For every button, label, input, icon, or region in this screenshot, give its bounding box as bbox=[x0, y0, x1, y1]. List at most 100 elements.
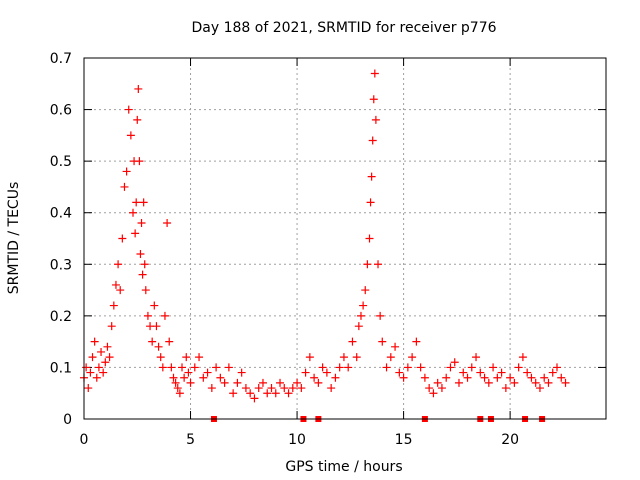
data-point bbox=[267, 384, 276, 393]
data-point bbox=[134, 84, 143, 93]
data-point bbox=[467, 363, 476, 372]
data-point bbox=[322, 368, 331, 377]
grid-layer bbox=[84, 58, 606, 419]
x-tick-label: 10 bbox=[288, 432, 306, 448]
data-point bbox=[433, 378, 442, 387]
data-point bbox=[497, 368, 506, 377]
y-tick-label: 0.2 bbox=[50, 309, 72, 325]
data-point bbox=[160, 311, 169, 320]
data-point bbox=[111, 280, 120, 289]
data-point bbox=[99, 368, 108, 377]
data-point bbox=[395, 368, 404, 377]
data-point bbox=[454, 378, 463, 387]
plot-frame bbox=[83, 57, 607, 420]
data-point bbox=[544, 378, 553, 387]
data-point bbox=[367, 172, 376, 181]
x-tick-label: 20 bbox=[501, 432, 519, 448]
data-point bbox=[184, 368, 193, 377]
data-point bbox=[374, 260, 383, 269]
data-point bbox=[237, 368, 246, 377]
data-point bbox=[195, 353, 204, 362]
data-point bbox=[124, 105, 133, 114]
data-point bbox=[109, 301, 118, 310]
data-point bbox=[171, 378, 180, 387]
data-point bbox=[284, 389, 293, 398]
data-point bbox=[535, 384, 544, 393]
data-point bbox=[173, 384, 182, 393]
data-point bbox=[139, 198, 148, 207]
data-point bbox=[297, 384, 306, 393]
data-point bbox=[92, 373, 101, 382]
x-tick-labels: 0 5 10 15 20 bbox=[80, 432, 519, 448]
data-point bbox=[363, 260, 372, 269]
data-point bbox=[369, 95, 378, 104]
data-point bbox=[527, 373, 536, 382]
data-point bbox=[137, 219, 146, 228]
data-point bbox=[561, 378, 570, 387]
data-point bbox=[126, 131, 135, 140]
data-point bbox=[480, 373, 489, 382]
data-point bbox=[371, 115, 380, 124]
data-point bbox=[207, 384, 216, 393]
x-axis-label: GPS time / hours bbox=[285, 459, 402, 475]
data-point bbox=[94, 363, 103, 372]
data-point bbox=[489, 363, 498, 372]
data-point bbox=[241, 384, 250, 393]
data-point bbox=[459, 368, 468, 377]
data-point bbox=[129, 208, 138, 217]
data-point bbox=[258, 378, 267, 387]
x-tick-label: 15 bbox=[395, 432, 413, 448]
data-point bbox=[148, 337, 157, 346]
data-point bbox=[105, 353, 114, 362]
y-tick-labels: 0 0.1 0.2 0.3 0.4 0.5 0.6 0.7 bbox=[50, 51, 72, 428]
data-point bbox=[82, 363, 91, 372]
data-point bbox=[365, 234, 374, 243]
data-point bbox=[140, 260, 149, 269]
data-point bbox=[150, 301, 159, 310]
data-point bbox=[506, 373, 515, 382]
chart-title: Day 188 of 2021, SRMTID for receiver p77… bbox=[191, 20, 496, 36]
data-point bbox=[156, 353, 165, 362]
data-point bbox=[97, 347, 106, 356]
data-point bbox=[540, 373, 549, 382]
data-point bbox=[220, 378, 229, 387]
data-point bbox=[356, 311, 365, 320]
data-point bbox=[514, 363, 523, 372]
data-point bbox=[175, 389, 184, 398]
data-point bbox=[169, 373, 178, 382]
data-point bbox=[216, 373, 225, 382]
data-point bbox=[318, 363, 327, 372]
data-point bbox=[429, 389, 438, 398]
data-point bbox=[136, 249, 145, 258]
y-tick-label: 0.3 bbox=[50, 257, 72, 273]
data-point bbox=[143, 311, 152, 320]
data-point bbox=[531, 378, 540, 387]
data-point bbox=[233, 378, 242, 387]
data-point bbox=[84, 384, 93, 393]
data-point bbox=[314, 378, 323, 387]
data-point bbox=[116, 286, 125, 295]
data-point bbox=[250, 394, 259, 403]
data-point bbox=[88, 353, 97, 362]
data-point bbox=[463, 373, 472, 382]
data-point bbox=[420, 373, 429, 382]
y-tick-label: 0.7 bbox=[50, 51, 72, 67]
data-point bbox=[152, 322, 161, 331]
data-point bbox=[246, 389, 255, 398]
y-axis-label: SRMTID / TECUs bbox=[6, 182, 22, 295]
data-point bbox=[310, 373, 319, 382]
data-point bbox=[301, 368, 310, 377]
data-point bbox=[548, 368, 557, 377]
data-point bbox=[378, 337, 387, 346]
data-point bbox=[382, 363, 391, 372]
y-tick-label: 0.4 bbox=[50, 206, 72, 222]
data-point bbox=[366, 198, 375, 207]
data-point bbox=[107, 322, 116, 331]
y-tick-label: 0.1 bbox=[50, 360, 72, 376]
data-point bbox=[442, 373, 451, 382]
data-point bbox=[122, 167, 131, 176]
data-point bbox=[523, 368, 532, 377]
data-point bbox=[182, 353, 191, 362]
data-point bbox=[224, 363, 233, 372]
